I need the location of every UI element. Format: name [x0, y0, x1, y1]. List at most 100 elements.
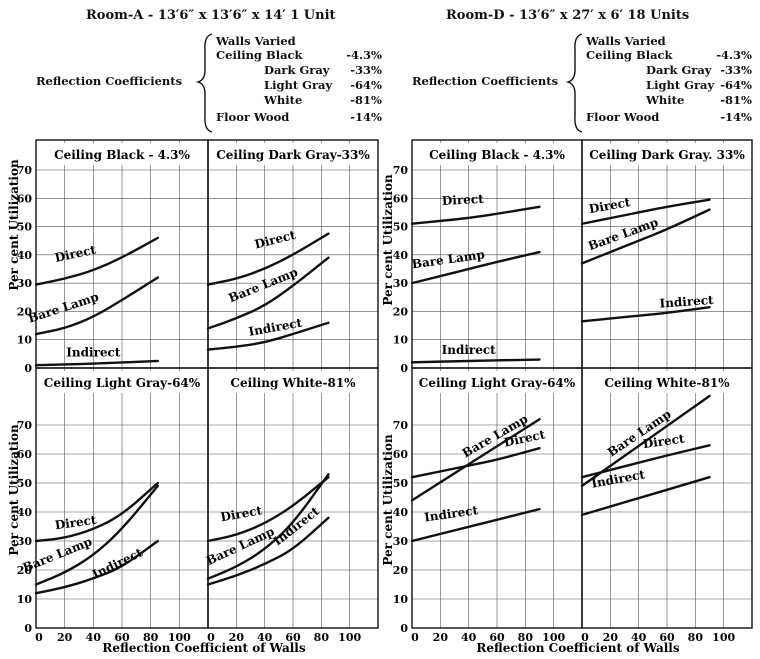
chart-panel-7: Ceiling White-81% 0 20 40 60 80 100 Bare LampDi… — [580, 367, 753, 644]
series-line-indirect — [410, 358, 541, 364]
series-line-direct — [34, 481, 160, 543]
y-tick-label: 0 — [24, 622, 32, 635]
room-d-coef-ceiling-black-value: -4.3% — [716, 48, 752, 62]
series-line-indirect — [580, 305, 711, 323]
series-line-direct — [34, 236, 160, 286]
panel-title-bg — [210, 371, 376, 393]
y-tick-label: 50 — [17, 477, 33, 490]
series-label: Direct — [54, 513, 98, 533]
y-tick-label: 10 — [393, 334, 409, 347]
x-tick-label: 100 — [712, 631, 735, 644]
y-tick-label: 30 — [17, 277, 33, 290]
y-tick-label: 40 — [17, 506, 33, 519]
chart-panel-1: Ceiling Dark Gray-33% Direct Bare Lamp Indi… — [206, 139, 379, 369]
x-tick-label: 60 — [659, 631, 675, 644]
room-a-coef-floor-wood: Floor Wood — [216, 110, 290, 124]
room-d-coef-light-gray-value: -64% — [720, 78, 752, 92]
x-tick-label: 80 — [143, 631, 159, 644]
series-label: Bare Lamp — [26, 290, 100, 326]
x-tick-label: 20 — [433, 631, 449, 644]
series-label: Bare Lamp — [227, 265, 300, 305]
y-tick-label: 70 — [393, 419, 409, 432]
series-line-indirect — [34, 539, 160, 595]
series-label: Direct — [642, 431, 686, 451]
series-line-direct — [580, 198, 711, 225]
y-tick-label: 20 — [17, 305, 33, 318]
panel-title-bg — [584, 371, 750, 393]
room-d-coef-dark-gray: Dark Gray — [646, 63, 712, 77]
chart-panel-0: Ceiling Black - 4.3% 0 10 20 30 40 50 60 70 Direc… — [17, 139, 209, 375]
series-label: Indirect — [590, 467, 646, 490]
y-tick-label: 50 — [393, 477, 409, 490]
room-d-coef-white-value: -81% — [720, 93, 752, 107]
series-line-direct — [580, 444, 711, 479]
x-tick-label: 60 — [285, 631, 301, 644]
room-d-coef-ceiling-black: Ceiling Black — [586, 48, 673, 62]
y-tick-label: 30 — [393, 535, 409, 548]
room-a-coef-light-gray-value: -64% — [350, 78, 382, 92]
room-a-coef-light-gray: Light Gray — [264, 78, 333, 92]
room-d-xlabel: Reflection Coefficient of Walls — [476, 641, 679, 655]
panel-title: Ceiling Dark Gray. 33% — [589, 148, 745, 162]
y-tick-label: 60 — [17, 192, 33, 205]
room-d-ylabel-lower: Per cent Utilization — [381, 434, 395, 566]
y-tick-label: 50 — [17, 221, 33, 234]
room-a-title: Room-A - 13′6″ x 13′6″ x 14′ 1 Unit — [86, 8, 336, 23]
room-a-coef-dark-gray-value: -33% — [350, 63, 382, 77]
x-tick-label: 40 — [257, 631, 273, 644]
y-tick-label: 70 — [17, 164, 33, 177]
series-label: Indirect — [659, 293, 714, 311]
y-tick-label: 20 — [393, 564, 409, 577]
y-tick-label: 40 — [393, 506, 409, 519]
panel-title-bg — [38, 143, 206, 165]
x-tick-label: 80 — [518, 631, 534, 644]
panel-title: Ceiling Light Gray-64% — [419, 376, 576, 390]
y-tick-label: 60 — [17, 448, 33, 461]
y-tick-label: 0 — [400, 362, 408, 375]
room-a-coef-white: White — [264, 93, 303, 107]
y-tick-label: 20 — [393, 305, 409, 318]
panel-title-bg — [414, 371, 580, 393]
y-tick-label: 40 — [393, 249, 409, 262]
y-tick-label: 30 — [393, 277, 409, 290]
series-line-bare-lamp — [410, 250, 541, 285]
room-d-coef-dark-gray-value: -33% — [720, 63, 752, 77]
x-tick-label: 100 — [338, 631, 361, 644]
panel-title-bg — [414, 143, 580, 165]
x-tick-label: 0 — [411, 631, 419, 644]
room-d-brace — [565, 33, 583, 133]
series-line-bare-lamp — [34, 276, 160, 336]
chart-panel-6: Ceiling Light Gray-64% 0 10 20 30 40 50 60 70 0 20… — [393, 367, 583, 644]
series-line-indirect — [410, 507, 541, 543]
series-line-indirect — [34, 359, 160, 367]
room-a-walls-line: Walls Varied — [216, 34, 296, 48]
room-a-coef-ceiling-black-value: -4.3% — [346, 48, 382, 62]
y-tick-label: 0 — [24, 362, 32, 375]
panel-title: Ceiling Dark Gray-33% — [216, 148, 370, 162]
x-tick-label: 0 — [207, 631, 215, 644]
y-tick-label: 70 — [393, 164, 409, 177]
series-label: Direct — [220, 503, 264, 524]
y-tick-label: 10 — [393, 593, 409, 606]
y-tick-label: 0 — [400, 622, 408, 635]
y-tick-label: 30 — [17, 535, 33, 548]
x-tick-label: 0 — [581, 631, 589, 644]
series-line-direct — [206, 232, 330, 286]
series-label: Indirect — [271, 504, 323, 549]
series-line-indirect — [206, 516, 330, 586]
panel-title: Ceiling Light Gray-64% — [44, 376, 201, 390]
x-tick-label: 100 — [542, 631, 565, 644]
room-a-coef-dark-gray: Dark Gray — [264, 63, 330, 77]
panel-title: Ceiling Black - 4.3% — [54, 148, 190, 162]
room-a-coef-floor-wood-value: -14% — [350, 110, 382, 124]
room-d-title: Room-D - 13′6″ x 27′ x 6′ 18 Units — [446, 8, 690, 23]
series-line-indirect — [580, 476, 711, 517]
series-label: Indirect — [442, 343, 497, 357]
x-tick-label: 20 — [57, 631, 73, 644]
panel-title: Ceiling Black - 4.3% — [429, 148, 565, 162]
y-tick-label: 20 — [17, 564, 33, 577]
x-tick-label: 40 — [86, 631, 102, 644]
y-tick-label: 40 — [17, 249, 33, 262]
